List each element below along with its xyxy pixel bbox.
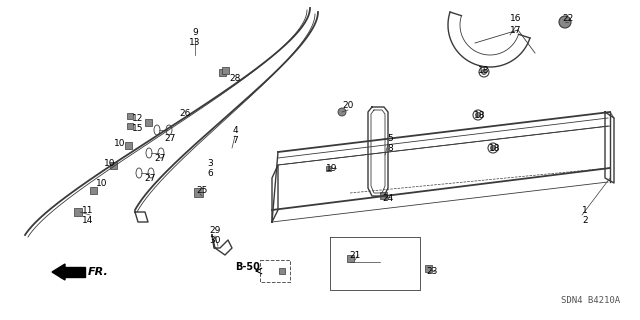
Text: 8: 8	[387, 143, 393, 153]
Text: 15: 15	[132, 124, 144, 132]
Text: 3: 3	[207, 158, 213, 167]
Text: 26: 26	[179, 108, 191, 117]
Bar	[90, 187, 97, 194]
Text: 11: 11	[83, 205, 93, 214]
Bar	[193, 188, 202, 196]
Bar	[326, 165, 330, 171]
Bar	[218, 68, 225, 76]
Text: 28: 28	[229, 74, 241, 83]
Bar	[221, 67, 228, 74]
Text: FR.: FR.	[88, 267, 109, 277]
Text: 13: 13	[189, 37, 201, 46]
Text: 4: 4	[232, 125, 238, 134]
Text: 2: 2	[582, 215, 588, 225]
Text: 18: 18	[489, 143, 500, 153]
Text: B-50: B-50	[236, 262, 260, 272]
Circle shape	[490, 146, 495, 150]
Text: 5: 5	[387, 133, 393, 142]
Circle shape	[481, 69, 486, 75]
Text: 12: 12	[132, 114, 144, 123]
Bar	[346, 254, 353, 261]
Text: 18: 18	[478, 66, 490, 75]
Text: 6: 6	[207, 169, 213, 178]
Text: 23: 23	[426, 268, 438, 276]
Text: 20: 20	[342, 100, 354, 109]
Text: 9: 9	[192, 28, 198, 36]
Text: 27: 27	[164, 133, 176, 142]
Text: 29: 29	[209, 226, 221, 235]
Text: 17: 17	[510, 26, 522, 35]
Text: 1: 1	[582, 205, 588, 214]
Bar	[125, 141, 131, 148]
Text: SDN4 B4210A: SDN4 B4210A	[561, 296, 620, 305]
Text: 16: 16	[510, 13, 522, 22]
Text: 25: 25	[196, 186, 208, 195]
Circle shape	[476, 113, 481, 117]
Text: 21: 21	[349, 251, 361, 260]
Circle shape	[559, 16, 571, 28]
Bar	[74, 208, 82, 216]
Bar	[424, 265, 431, 271]
Text: 19: 19	[326, 164, 338, 172]
Text: 18: 18	[474, 110, 486, 119]
Text: 30: 30	[209, 236, 221, 244]
Text: 10: 10	[115, 139, 125, 148]
Polygon shape	[60, 267, 85, 277]
Text: 27: 27	[154, 154, 166, 163]
Circle shape	[338, 108, 346, 116]
Text: 24: 24	[382, 194, 394, 203]
Text: 27: 27	[144, 173, 156, 182]
Bar	[279, 268, 285, 274]
Text: 14: 14	[83, 215, 93, 225]
Bar	[380, 191, 387, 198]
Bar	[127, 123, 133, 129]
Text: 10: 10	[96, 179, 108, 188]
Text: 7: 7	[232, 135, 238, 145]
Bar	[109, 162, 116, 169]
Bar	[145, 118, 152, 125]
Text: 22: 22	[563, 13, 573, 22]
Bar	[127, 113, 133, 119]
Polygon shape	[52, 264, 65, 280]
Text: 10: 10	[104, 158, 116, 167]
